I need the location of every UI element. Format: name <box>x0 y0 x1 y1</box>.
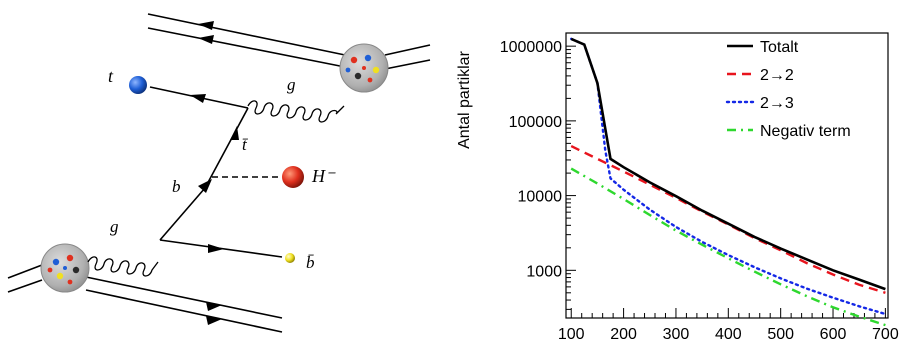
arrow-top-2 <box>198 35 214 44</box>
label-bbar: b̄ <box>306 253 315 272</box>
y-tick-label: 10000 <box>518 189 563 206</box>
label-tbar: t̄ <box>242 135 249 154</box>
y-tick-label: 100000 <box>509 114 562 131</box>
proton-lines-bottom <box>7 264 283 333</box>
x-tick-label: 400 <box>715 326 742 343</box>
top-quark-ball <box>129 76 147 94</box>
proton-lines-top <box>147 13 431 70</box>
series-layer <box>570 37 887 327</box>
label-g-top: g <box>287 75 296 94</box>
series-line-1 <box>570 37 886 291</box>
legend: Totalt 2→2 2→3 Negativ term <box>725 39 851 140</box>
tbar-arrow <box>230 126 239 140</box>
legend-label: 2→2 <box>760 67 794 84</box>
series-line-3 <box>570 37 887 316</box>
label-t: t <box>108 66 114 86</box>
b-propagator <box>159 187 206 241</box>
legend-label: 2→3 <box>760 95 794 112</box>
arrow-top-1 <box>198 21 214 30</box>
x-tick-label: 100 <box>558 326 585 343</box>
charged-higgs-ball <box>282 166 304 188</box>
label-g-bottom: g <box>110 217 119 236</box>
gluon-top <box>247 100 345 123</box>
proton-blob-bottom <box>40 243 90 293</box>
tbar-propagator <box>204 107 249 189</box>
legend-label: Totalt <box>760 39 799 56</box>
y-tick-label: 1000000 <box>500 39 562 56</box>
gluon-bottom <box>87 256 159 277</box>
label-b: b <box>172 177 181 196</box>
top-quark-arrow <box>190 94 206 103</box>
x-tick-label: 600 <box>820 326 847 343</box>
arrow-bottom-2 <box>206 316 222 325</box>
label-H: H⁻ <box>311 166 336 186</box>
x-tick-label: 200 <box>610 326 637 343</box>
b-arrow <box>198 179 212 193</box>
y-tick-label: 1000 <box>526 263 562 280</box>
x-axis: 100 200 300 400 500 600 700 <box>558 308 899 343</box>
y-axis: 1000 10000 100000 1000000 <box>500 39 576 310</box>
feynman-diagram: t g t̄ H⁻ b g b̄ <box>7 13 431 333</box>
arrow-bottom-1 <box>206 302 222 311</box>
series-line-4 <box>570 167 886 327</box>
legend-label: Negativ term <box>760 123 851 140</box>
bbar-arrow <box>208 244 224 253</box>
proton-blob-top <box>339 43 389 93</box>
x-tick-label: 700 <box>872 326 899 343</box>
x-tick-label: 500 <box>767 326 794 343</box>
series-line-2 <box>570 145 886 294</box>
chart: 1000 10000 100000 1000000 100 200 300 400 500 60… <box>456 32 899 343</box>
y-axis-label: Antal partiklar <box>456 50 473 148</box>
plot-frame <box>565 32 889 319</box>
bbar-ball <box>285 253 295 263</box>
x-tick-label: 300 <box>663 326 690 343</box>
